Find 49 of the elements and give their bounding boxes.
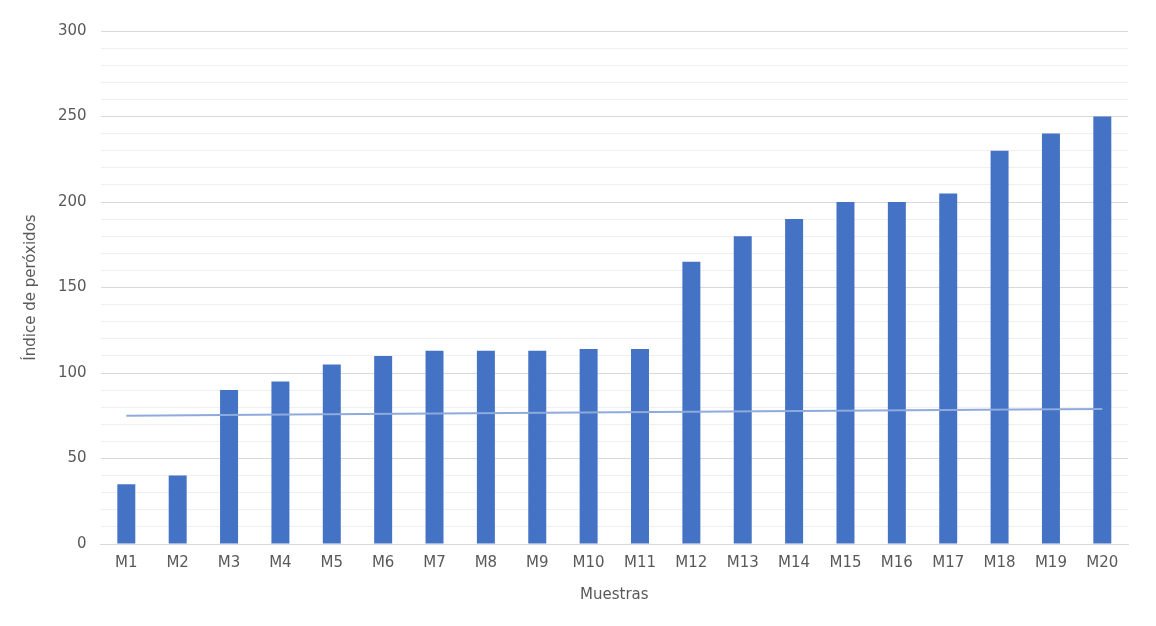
bar — [1041, 133, 1060, 544]
bar — [887, 202, 906, 544]
bar — [990, 150, 1009, 544]
bar — [425, 350, 444, 544]
bar — [220, 390, 239, 544]
x-tick-label: M1 — [115, 552, 138, 571]
y-tick-label: 0 — [77, 533, 87, 552]
bar — [1093, 116, 1112, 544]
bar — [374, 355, 393, 544]
x-tick-label: M20 — [1086, 552, 1119, 571]
x-tick-label: M17 — [932, 552, 965, 571]
bar — [682, 261, 701, 544]
x-tick-label: M3 — [217, 552, 241, 571]
x-axis-title: Muestras — [580, 584, 649, 603]
bar — [476, 350, 495, 544]
x-tick-label: M6 — [371, 552, 395, 571]
bar — [939, 193, 958, 544]
x-tick-label: M14 — [778, 552, 811, 571]
y-tick-label: 150 — [57, 277, 87, 296]
x-tick-label: M4 — [269, 552, 292, 571]
y-tick-label: 200 — [57, 191, 87, 210]
bar — [733, 236, 752, 544]
x-tick-label: M8 — [474, 552, 498, 571]
x-tick-label: M10 — [572, 552, 605, 571]
x-tick-label: M16 — [880, 552, 913, 571]
y-tick-label: 50 — [67, 448, 87, 467]
x-tick-label: M7 — [423, 552, 446, 571]
bar — [117, 484, 136, 544]
x-tick-label: M18 — [983, 552, 1016, 571]
bar — [785, 219, 804, 544]
x-tick-label: M13 — [726, 552, 759, 571]
x-tick-label: M2 — [166, 552, 189, 571]
bar — [631, 349, 649, 544]
x-tick-label: M15 — [829, 552, 862, 571]
bar — [579, 349, 598, 544]
x-tick-label: M12 — [675, 552, 708, 571]
bar — [836, 202, 855, 544]
x-tick-label: M19 — [1034, 552, 1067, 571]
bar — [322, 364, 341, 544]
x-tick-label: M5 — [320, 552, 344, 571]
y-tick-label: 300 — [57, 20, 87, 39]
bar — [271, 381, 290, 544]
y-tick-label: 250 — [57, 106, 87, 125]
y-tick-label: 100 — [57, 362, 87, 381]
bar — [168, 475, 187, 544]
bar — [528, 350, 547, 544]
x-tick-label: M11 — [623, 552, 657, 571]
y-axis-title: Índice de peróxidos — [19, 214, 39, 361]
x-tick-label: M9 — [526, 552, 549, 571]
